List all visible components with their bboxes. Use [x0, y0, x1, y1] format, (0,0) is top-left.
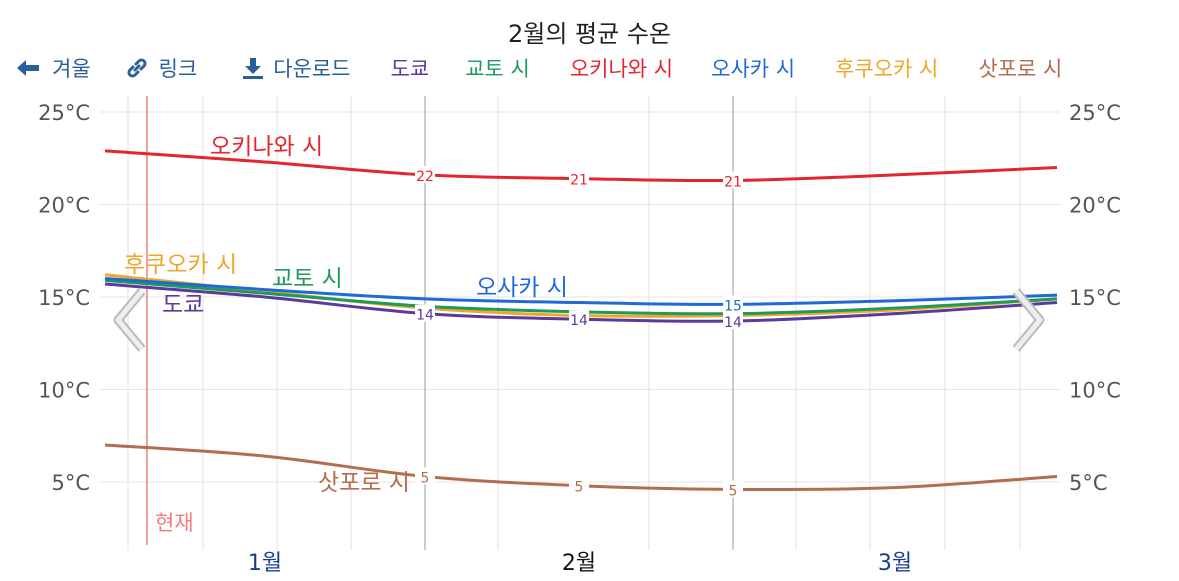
point-label: 21 — [570, 173, 588, 189]
series-inline-label: 도쿄 — [162, 292, 204, 318]
y-tick-label-right: 10°C — [1069, 379, 1121, 403]
legend-item[interactable]: 도쿄 — [390, 57, 430, 81]
back-button[interactable]: 겨울 — [16, 53, 91, 83]
point-label-bg — [569, 476, 589, 494]
point-label-bg — [723, 312, 743, 330]
download-icon — [241, 56, 265, 80]
toolbar: 겨울 링크 다운로드 도쿄 교토 시 오키나와 시 오사카 시 후쿠오카 시 삿포로 시 — [16, 52, 1062, 84]
month-label: 1월 — [248, 551, 282, 576]
point-label: 14 — [724, 315, 742, 331]
page-title: 2월의 평균 수온 — [507, 20, 671, 48]
point-label-bg — [723, 480, 743, 498]
y-tick-label-left: 15°C — [38, 286, 90, 310]
point-label-bg — [723, 171, 743, 189]
point-label: 21 — [724, 174, 742, 190]
series-inline-label: 오키나와 시 — [210, 134, 323, 160]
point-label: 22 — [416, 169, 434, 185]
series-inline-label: 교토 시 — [272, 266, 343, 292]
y-tick-label-left: 20°C — [38, 194, 90, 218]
chevron-right-icon — [1012, 288, 1045, 352]
arrow-left-icon — [16, 58, 40, 78]
y-tick-label-left: 5°C — [51, 471, 90, 495]
prev-month-button[interactable] — [110, 285, 150, 355]
next-month-button[interactable] — [1008, 285, 1048, 355]
link-icon — [125, 56, 149, 80]
chart-legend: 도쿄 교토 시 오키나와 시 오사카 시 후쿠오카 시 삿포로 시 — [391, 53, 1063, 83]
point-label-bg — [723, 295, 743, 313]
legend-item[interactable]: 후쿠오카 시 — [835, 57, 939, 81]
legend-item[interactable]: 교토 시 — [465, 57, 530, 81]
legend-item[interactable]: 오키나와 시 — [569, 57, 674, 81]
download-button-label: 다운로드 — [273, 57, 351, 81]
point-label-bg — [415, 165, 435, 183]
month-label: 2월 — [562, 551, 596, 576]
point-label-bg — [415, 467, 435, 485]
series-inline-label: 오사카 시 — [476, 275, 568, 301]
y-tick-label-left: 25°C — [38, 101, 90, 125]
y-tick-label-right: 25°C — [1069, 101, 1121, 125]
point-label-bg — [569, 310, 589, 328]
legend-item[interactable]: 삿포로 시 — [978, 57, 1063, 81]
chevron-left-icon — [113, 288, 146, 352]
point-label: 14 — [570, 313, 588, 329]
download-button[interactable]: 다운로드 — [241, 53, 351, 83]
point-label: 5 — [575, 480, 584, 496]
point-label: 5 — [421, 470, 430, 486]
point-label-bg — [569, 169, 589, 187]
back-button-label: 겨울 — [52, 57, 91, 81]
y-tick-label-left: 10°C — [38, 379, 90, 403]
link-button-label: 링크 — [158, 57, 198, 81]
point-label: 15 — [724, 298, 742, 314]
y-tick-label-right: 15°C — [1069, 286, 1121, 310]
series-line — [104, 277, 1058, 306]
month-label: 3월 — [878, 551, 912, 576]
legend-item[interactable]: 오사카 시 — [711, 57, 796, 81]
now-label: 현재 — [155, 511, 194, 535]
link-button[interactable]: 링크 — [125, 53, 198, 83]
point-label: 5 — [729, 483, 738, 499]
series-inline-label: 삿포로 시 — [318, 470, 410, 496]
y-tick-label-right: 20°C — [1069, 194, 1121, 218]
y-tick-label-right: 5°C — [1069, 471, 1108, 495]
point-label: 14 — [416, 308, 434, 324]
series-inline-label: 후쿠오카 시 — [124, 252, 237, 278]
point-label-bg — [415, 304, 435, 322]
